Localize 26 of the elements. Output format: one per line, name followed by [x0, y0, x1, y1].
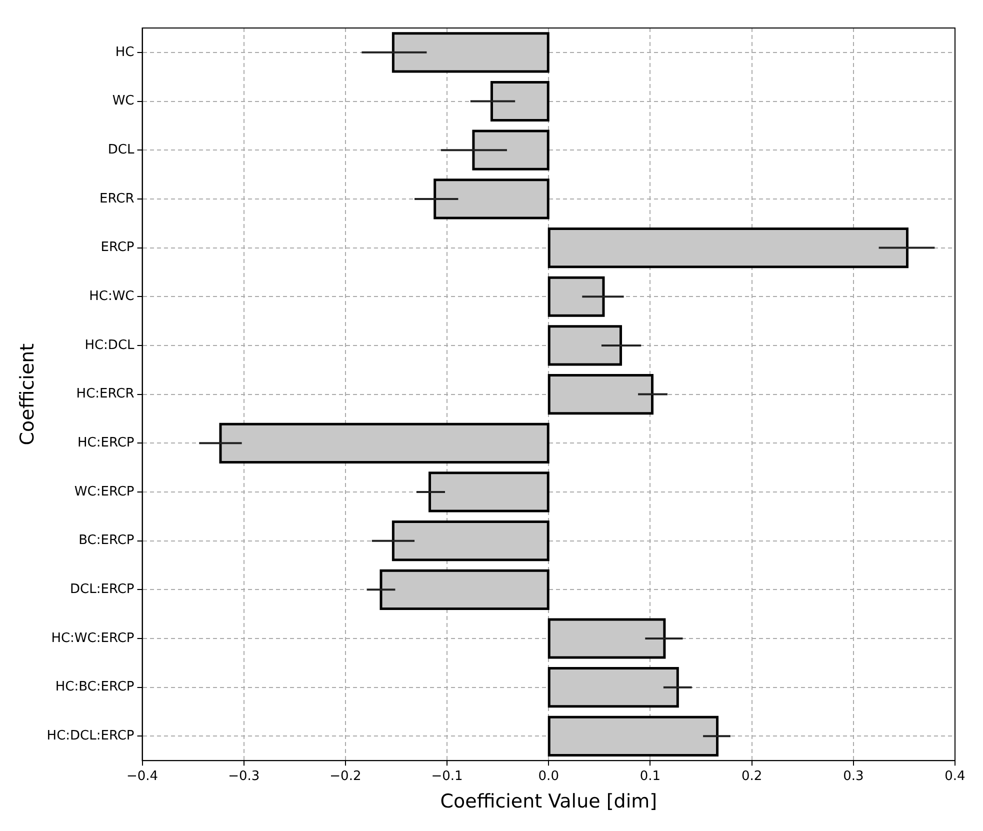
y-tick-label: DCL [108, 142, 135, 158]
x-tick-label: 0.4 [944, 768, 966, 784]
y-tick-label: HC:DCL [84, 338, 136, 353]
x-tick-label: −0.2 [330, 768, 362, 784]
y-tick-label: ERCR [100, 191, 134, 206]
y-tick-label: HC:ERCR [76, 386, 134, 402]
x-tick-label: 0.2 [741, 768, 762, 784]
x-axis-title: Coefficient Value [dim] [440, 790, 658, 813]
y-tick-label: HC:WC [89, 288, 134, 304]
x-tick-label: −0.3 [228, 768, 260, 784]
y-tick-label: HC:DCL:ERCP [46, 728, 134, 744]
y-axis-title: Coefficient [16, 343, 38, 446]
y-tick-label: HC:ERCP [78, 436, 134, 451]
y-tick-label: WC [112, 94, 134, 109]
x-tick-label: −0.1 [431, 768, 463, 784]
y-tick-label: HC:WC:ERCP [51, 630, 134, 646]
y-tick-label: WC:ERCP [74, 484, 134, 500]
x-tick-label: 0.1 [640, 768, 661, 784]
y-tick-label: HC [115, 44, 134, 60]
y-tick-label: BC:ERCP [78, 533, 134, 548]
x-tick-label: 0.0 [538, 768, 559, 784]
y-tick-label: ERCP [100, 240, 134, 256]
y-tick-label: DCL:ERCP [70, 582, 134, 598]
x-tick-label: −0.4 [126, 768, 158, 784]
y-tick-label: HC:BC:ERCP [55, 680, 134, 695]
x-tick-label: 0.3 [843, 768, 864, 784]
